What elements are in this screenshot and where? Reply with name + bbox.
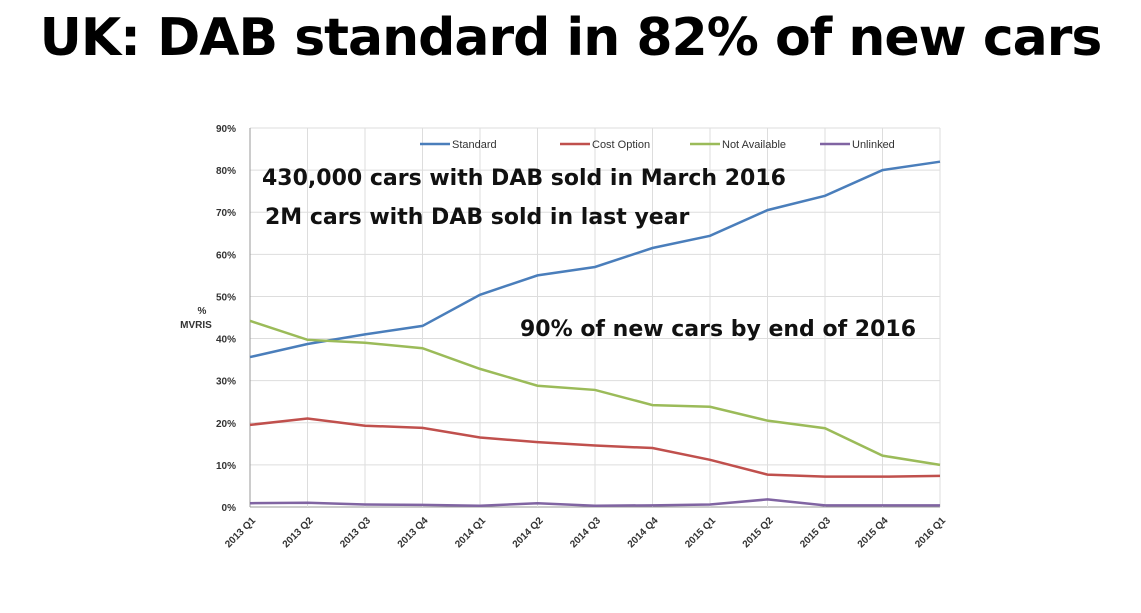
legend-label: Standard	[452, 139, 497, 151]
x-tick-label: 2013 Q1	[223, 515, 258, 550]
y-axis-label-line1: %	[198, 306, 207, 317]
y-tick-label: 10%	[216, 461, 236, 472]
x-tick-label: 2016 Q1	[913, 515, 948, 550]
x-tick-label: 2013 Q4	[396, 515, 431, 550]
y-tick-label: 60%	[216, 250, 236, 261]
x-tick-label: 2015 Q4	[856, 515, 891, 550]
annotation-march-sales: 430,000 cars with DAB sold in March 2016	[262, 166, 786, 191]
x-tick-label: 2014 Q4	[626, 515, 661, 550]
series-line-unlinked	[249, 498, 940, 507]
y-tick-label: 0%	[222, 503, 237, 514]
y-tick-label: 40%	[216, 335, 236, 346]
x-tick-label: 2013 Q3	[338, 515, 373, 550]
x-tick-label: 2015 Q1	[683, 515, 718, 550]
series-line-cost-option	[249, 417, 941, 478]
y-tick-label: 20%	[216, 419, 236, 430]
y-tick-label: 50%	[216, 292, 236, 303]
x-tick-label: 2014 Q1	[453, 515, 488, 550]
x-tick-label: 2014 Q3	[568, 515, 603, 550]
legend-label: Not Available	[722, 139, 786, 151]
x-tick-label: 2015 Q2	[741, 515, 776, 550]
annotation-yearly-sales: 2M cars with DAB sold in last year	[265, 205, 690, 230]
y-tick-label: 90%	[216, 124, 236, 135]
y-axis-label-line2: MVRIS	[180, 320, 212, 331]
series-line-not-available	[249, 319, 941, 467]
x-tick-label: 2015 Q3	[798, 515, 833, 550]
y-tick-label: 80%	[216, 166, 236, 177]
legend-label: Cost Option	[592, 139, 650, 151]
y-tick-label: 30%	[216, 377, 236, 388]
series-line-standard	[249, 160, 941, 359]
x-tick-label: 2014 Q2	[511, 515, 546, 550]
annotation-target: 90% of new cars by end of 2016	[520, 317, 916, 342]
y-tick-label: 70%	[216, 208, 236, 219]
legend-label: Unlinked	[852, 139, 895, 151]
slide-title: UK: DAB standard in 82% of new cars	[39, 8, 1103, 68]
x-tick-label: 2013 Q2	[281, 515, 316, 550]
